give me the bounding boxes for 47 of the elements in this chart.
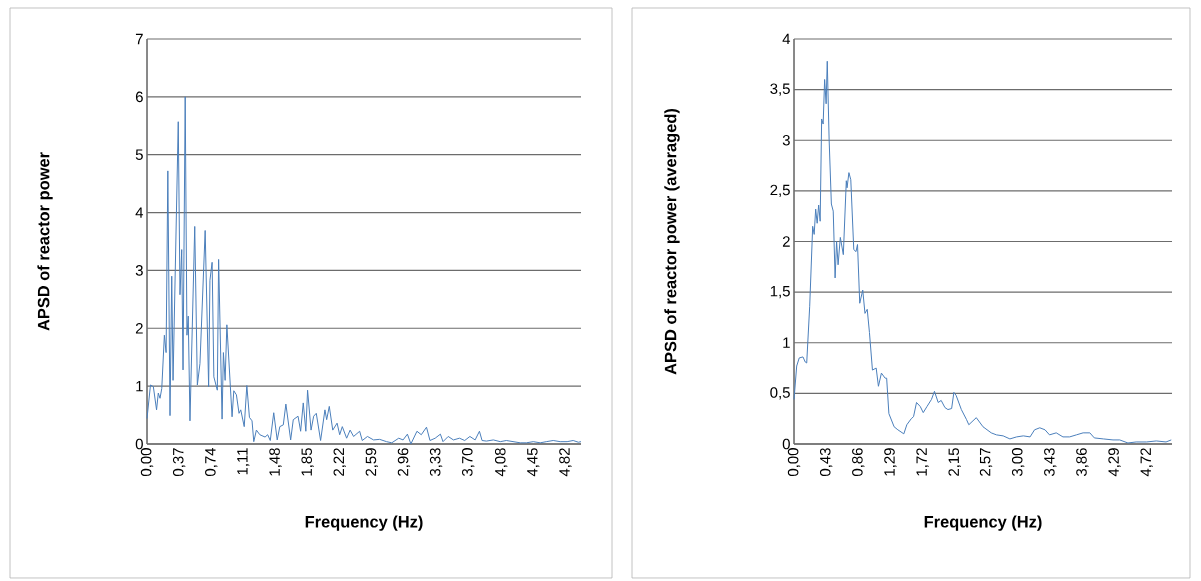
x-tick-label: 4,45 <box>527 448 540 477</box>
x-tick-label: 0,00 <box>140 448 154 477</box>
x-axis-title: Frequency (Hz) <box>924 515 1042 531</box>
y-tick-label: 3 <box>135 265 143 276</box>
x-tick-label: 1,29 <box>884 448 897 476</box>
x-tick-label: 2,96 <box>397 448 411 476</box>
y-tick-label: 0,5 <box>770 387 790 400</box>
x-tick-label: 1,72 <box>916 448 929 476</box>
x-tick-label: 2,59 <box>365 448 378 476</box>
x-tick-label: 0,37 <box>172 448 186 477</box>
y-tick-label: 4 <box>135 207 144 218</box>
y-tick-label: 0 <box>782 438 790 450</box>
y-tick-label: 1 <box>783 337 790 348</box>
x-tick-label: 0,00 <box>787 448 801 477</box>
y-tick-label: 7 <box>135 33 143 45</box>
y-tick-label: 2,5 <box>770 184 790 198</box>
y-tick-label: 4 <box>782 33 791 45</box>
y-tick-label: 6 <box>135 91 143 103</box>
x-tick-label: 1,11 <box>237 448 250 475</box>
y-tick-label: 3,5 <box>770 83 790 96</box>
x-tick-label: 4,29 <box>1108 448 1121 477</box>
x-tick-label: 2,22 <box>333 448 346 476</box>
x-tick-label: 2,57 <box>979 448 993 476</box>
x-tick-label: 3,33 <box>429 448 443 477</box>
x-tick-label: 1,48 <box>269 448 282 476</box>
y-tick-label: 0 <box>135 438 143 450</box>
x-tick-label: 0,43 <box>819 448 833 477</box>
x-tick-label: 3,86 <box>1076 448 1089 477</box>
y-tick-label: 2 <box>782 236 790 247</box>
y-axis-title: APSD of reactor power <box>37 152 53 331</box>
x-tick-label: 3,00 <box>1011 448 1025 477</box>
x-tick-label: 4,82 <box>559 448 572 477</box>
x-tick-label: 1,85 <box>301 448 314 476</box>
x-tick-label: 2,15 <box>948 448 961 476</box>
y-tick-label: 3 <box>782 134 790 146</box>
y-tick-label: 2 <box>135 323 143 334</box>
y-axis-title: APSD of reactor power (averaged) <box>664 108 680 375</box>
x-tick-label: 0,74 <box>205 447 218 477</box>
y-tick-label: 5 <box>135 149 143 160</box>
x-tick-label: 4,72 <box>1140 448 1153 477</box>
x-tick-label: 3,70 <box>461 448 475 477</box>
x-tick-label: 0,86 <box>852 448 865 477</box>
x-tick-label: 3,43 <box>1044 448 1057 477</box>
x-axis-title: Frequency (Hz) <box>305 515 423 531</box>
x-tick-label: 4,08 <box>494 448 508 477</box>
y-tick-label: 1,5 <box>770 286 790 299</box>
y-tick-label: 1 <box>136 380 143 392</box>
